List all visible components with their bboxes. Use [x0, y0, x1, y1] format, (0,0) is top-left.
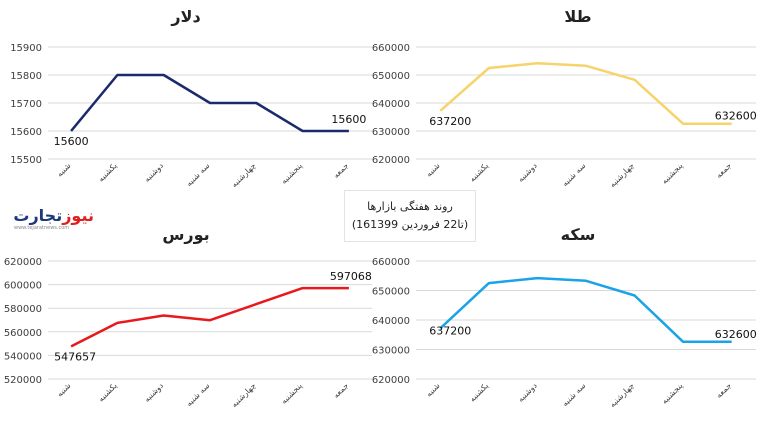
tejaratnews-logo: نیوزتجارت www.tejaratnews.com: [14, 206, 94, 234]
coin-ytick-label: 640000: [372, 316, 410, 327]
coin-xtick-label: جمعه: [714, 381, 733, 400]
gold-chart: طلا 620000 630000 640000 650000 660000 شنبه یکش…: [372, 7, 757, 189]
dollar-xtick-label: جمعه: [331, 161, 350, 180]
coin-data-label: 632600: [715, 328, 757, 341]
coin-series-line: [440, 278, 731, 342]
gold-xtick-label: سه شنبه: [560, 161, 587, 188]
dollar-ytick-label: 15900: [10, 43, 42, 54]
bourse-xtick-label: چهارشنبه: [230, 381, 258, 409]
coin-title: سکه: [561, 225, 596, 244]
dollar-xtick-label: چهارشنبه: [230, 161, 258, 189]
gold-ytick-label: 650000: [372, 71, 410, 82]
coin-chart: سکه 620000 630000 640000 650000 660000 شنبه یکش…: [372, 225, 757, 409]
gold-series-line: [440, 63, 731, 123]
gold-xtick-label: پنجشنبه: [660, 161, 685, 186]
bourse-xtick-label: جمعه: [331, 381, 350, 400]
bourse-ytick-label: 580000: [4, 304, 42, 315]
dollar-xtick-label: شنبه: [55, 161, 73, 179]
dollar-xtick-label: دوشنبه: [142, 161, 165, 184]
bourse-xtick-label: یکشنبه: [96, 381, 119, 404]
gold-ytick-label: 640000: [372, 99, 410, 110]
gold-ytick-label: 620000: [372, 155, 410, 166]
logo-wordmark: نیوزتجارت: [13, 206, 94, 225]
gold-data-label: 637200: [429, 115, 471, 128]
dollar-ytick-label: 15700: [10, 99, 42, 110]
coin-xtick-label: پنجشنبه: [660, 381, 685, 406]
caption-line-1: روند هفتگی بازارها: [367, 198, 453, 216]
bourse-ytick-label: 560000: [4, 328, 42, 339]
logo-word-a: تجارت: [13, 206, 62, 225]
logo-word-b: نیوز: [62, 206, 94, 225]
gold-xtick-label: شنبه: [424, 161, 442, 179]
logo-site: www.tejaratnews.com: [14, 225, 69, 231]
bourse-xtick-label: دوشنبه: [142, 381, 165, 404]
gold-xtick-label: دوشنبه: [516, 161, 539, 184]
coin-data-label: 637200: [429, 324, 471, 337]
dollar-xtick-label: سه شنبه: [184, 161, 211, 188]
coin-xtick-label: شنبه: [424, 381, 442, 399]
coin-ytick-label: 660000: [372, 257, 410, 268]
center-caption: روند هفتگی بازارها (16تا22 فروردین 1399): [344, 190, 476, 242]
gold-data-label: 632600: [715, 110, 757, 123]
gold-ytick-label: 660000: [372, 43, 410, 54]
dollar-data-label: 15600: [331, 113, 366, 126]
caption-line-2: (16تا22 فروردین 1399): [352, 216, 468, 234]
dollar-xtick-label: پنجشنبه: [279, 161, 304, 186]
bourse-series-line: [71, 288, 349, 346]
bourse-chart: بورس 520000 540000 560000 580000 600000 620000…: [4, 225, 372, 409]
bourse-ytick-label: 620000: [4, 257, 42, 268]
bourse-ytick-label: 540000: [4, 351, 42, 362]
dollar-chart: دلار 15500 15600 15700 15800 15900 شنبه یکشنبه د…: [10, 7, 372, 189]
coin-xtick-label: یکشنبه: [468, 381, 491, 404]
bourse-xtick-label: پنجشنبه: [279, 381, 304, 406]
dollar-title: دلار: [170, 7, 200, 26]
coin-ytick-label: 650000: [372, 287, 410, 298]
bourse-ytick-label: 600000: [4, 281, 42, 292]
gold-title: طلا: [564, 7, 591, 26]
gold-xtick-label: یکشنبه: [468, 161, 491, 184]
bourse-data-label: 547657: [54, 350, 96, 363]
gold-xtick-label: جمعه: [714, 161, 733, 180]
bourse-ytick-label: 520000: [4, 375, 42, 386]
dollar-ytick-label: 15800: [10, 71, 42, 82]
bourse-xtick-label: سه شنبه: [184, 381, 211, 408]
gold-ytick-label: 630000: [372, 127, 410, 138]
coin-ytick-label: 620000: [372, 375, 410, 386]
gold-xtick-label: چهارشنبه: [608, 161, 636, 189]
coin-xtick-label: چهارشنبه: [608, 381, 636, 409]
dollar-ytick-label: 15500: [10, 155, 42, 166]
bourse-data-label: 597068: [330, 270, 372, 283]
dollar-xtick-label: یکشنبه: [96, 161, 119, 184]
dollar-ytick-label: 15600: [10, 127, 42, 138]
dollar-data-label: 15600: [54, 135, 89, 148]
bourse-xtick-label: شنبه: [55, 381, 73, 399]
coin-ytick-label: 630000: [372, 346, 410, 357]
coin-xtick-label: دوشنبه: [516, 381, 539, 404]
coin-xtick-label: سه شنبه: [560, 381, 587, 408]
bourse-title: بورس: [162, 225, 209, 244]
